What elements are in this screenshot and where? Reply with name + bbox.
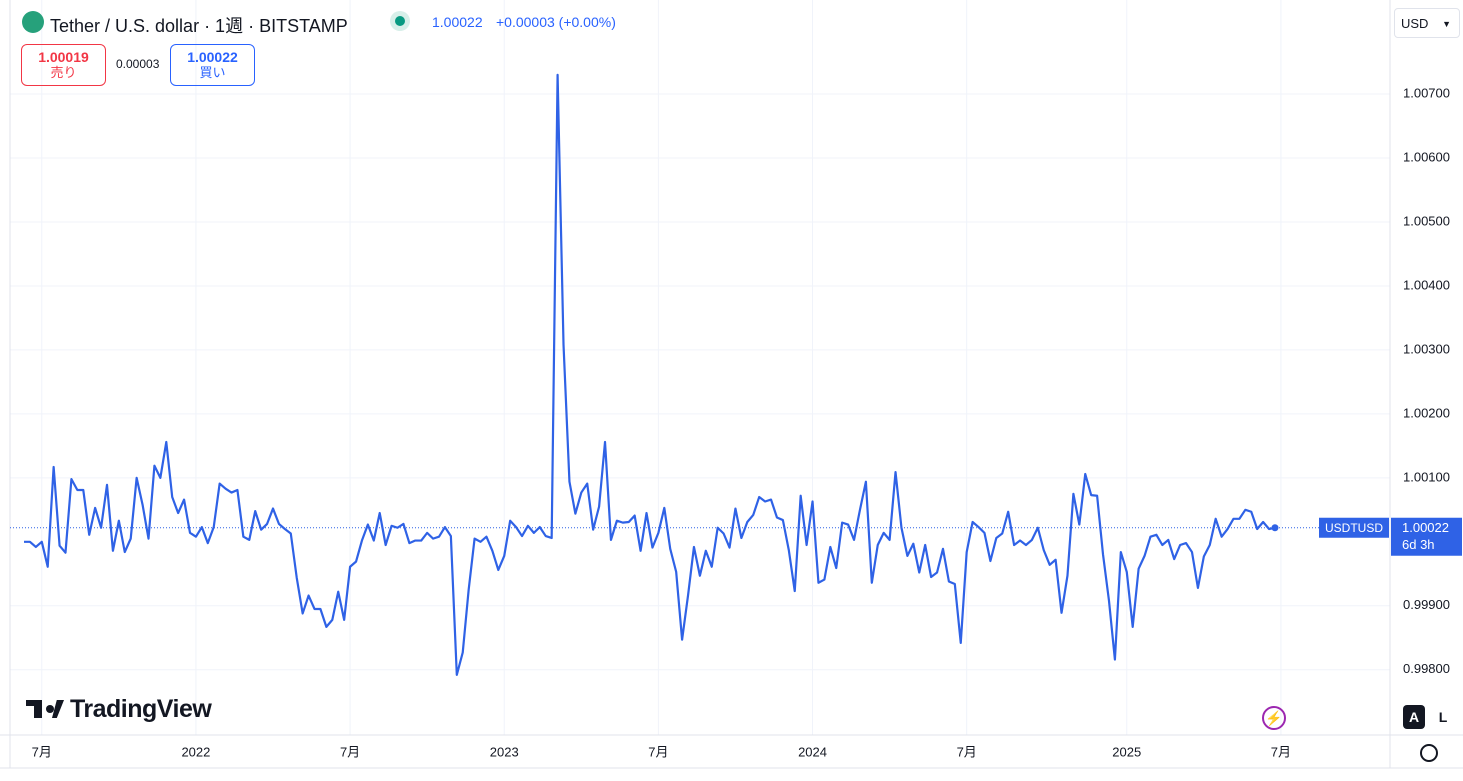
y-tick-label: 0.99800: [1403, 661, 1450, 676]
buy-button[interactable]: 1.00022 買い: [170, 44, 255, 86]
log-scale-button[interactable]: L: [1438, 709, 1448, 725]
x-tick-label: 2022: [181, 744, 210, 759]
y-tick-label: 1.00300: [1403, 341, 1450, 356]
alert-icon[interactable]: ⚡: [1262, 706, 1286, 730]
x-tick-label: 7月: [32, 744, 52, 759]
x-tick-label: 7月: [648, 744, 668, 759]
symbol-title[interactable]: Tether / U.S. dollar · 1週 · BITSTAMP: [50, 16, 348, 36]
last-price: 1.00022: [432, 14, 483, 30]
spread: 0.00003: [116, 57, 160, 71]
market-status[interactable]: [395, 16, 405, 26]
x-tick-label: 7月: [1271, 744, 1291, 759]
currency: USD: [1401, 16, 1429, 31]
brand-logo: [26, 697, 64, 721]
y-tick-label: 1.00100: [1403, 469, 1450, 484]
x-tick-label: 2025: [1112, 744, 1141, 759]
x-tick-label: 7月: [957, 744, 977, 759]
countdown: 6d 3h: [1402, 537, 1435, 552]
y-tick-label: 1.00500: [1403, 213, 1450, 228]
sell-button[interactable]: 1.00019 売り: [21, 44, 106, 86]
price-label: 1.00022: [1402, 520, 1449, 535]
price-line: [23, 73, 1276, 676]
y-tick-label: 1.00600: [1403, 149, 1450, 164]
plot-background: [10, 0, 1390, 735]
sell-price: 1.00019: [38, 49, 89, 65]
auto-scale-button[interactable]: A: [1403, 705, 1425, 729]
symbol-label-box: [1319, 517, 1389, 538]
buy-label: 買い: [199, 65, 226, 80]
y-tick-label: 1.00200: [1403, 405, 1450, 420]
brand-name: TradingView: [70, 695, 212, 723]
sell-label: 売り: [50, 65, 77, 80]
coin-icon: [22, 11, 44, 33]
buy-price: 1.00022: [187, 49, 238, 65]
y-tick-label: 1.00400: [1403, 277, 1450, 292]
y-tick-label: 0.99900: [1403, 597, 1450, 612]
price-change: +0.00003 (+0.00%): [496, 14, 616, 30]
x-tick-label: 2024: [798, 744, 827, 759]
y-tick-label: 1.00700: [1403, 85, 1450, 100]
price-label-box: [1391, 517, 1462, 556]
currency-select[interactable]: USD ▼: [1394, 8, 1460, 38]
x-tick-label: 2023: [490, 744, 519, 759]
symbol-label: USDTUSD: [1325, 521, 1383, 535]
x-tick-label: 7月: [340, 744, 360, 759]
last-point: [1271, 524, 1279, 532]
